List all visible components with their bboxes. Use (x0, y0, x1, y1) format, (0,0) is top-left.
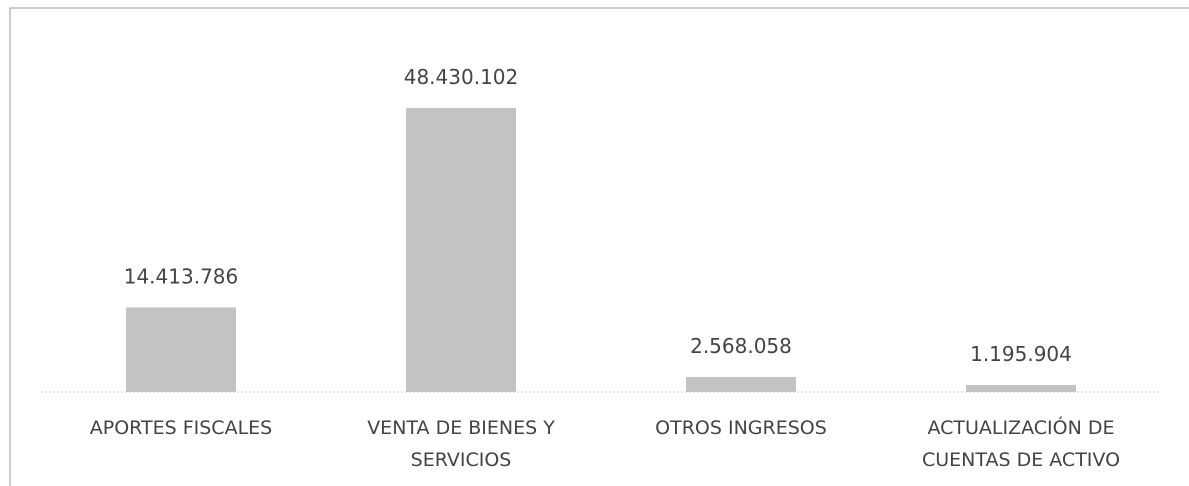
value-label: 48.430.102 (404, 65, 519, 89)
x-tick-label: VENTA DE BIENES Y SERVICIOS (367, 417, 555, 471)
bar (406, 108, 516, 392)
value-label: 14.413.786 (124, 264, 239, 288)
bar (966, 384, 1076, 392)
value-label: 2.568.058 (690, 334, 792, 358)
x-tick-label: APORTES FISCALES (89, 417, 273, 439)
value-label: 1.195.904 (970, 342, 1072, 366)
x-tick-label: OTROS INGRESOS (655, 417, 827, 439)
x-tick-label: ACTUALIZACIÓN DE CUENTAS DE ACTIVO (921, 417, 1121, 471)
bar (686, 376, 796, 392)
bar (126, 307, 236, 392)
chart-border (9, 7, 1189, 486)
